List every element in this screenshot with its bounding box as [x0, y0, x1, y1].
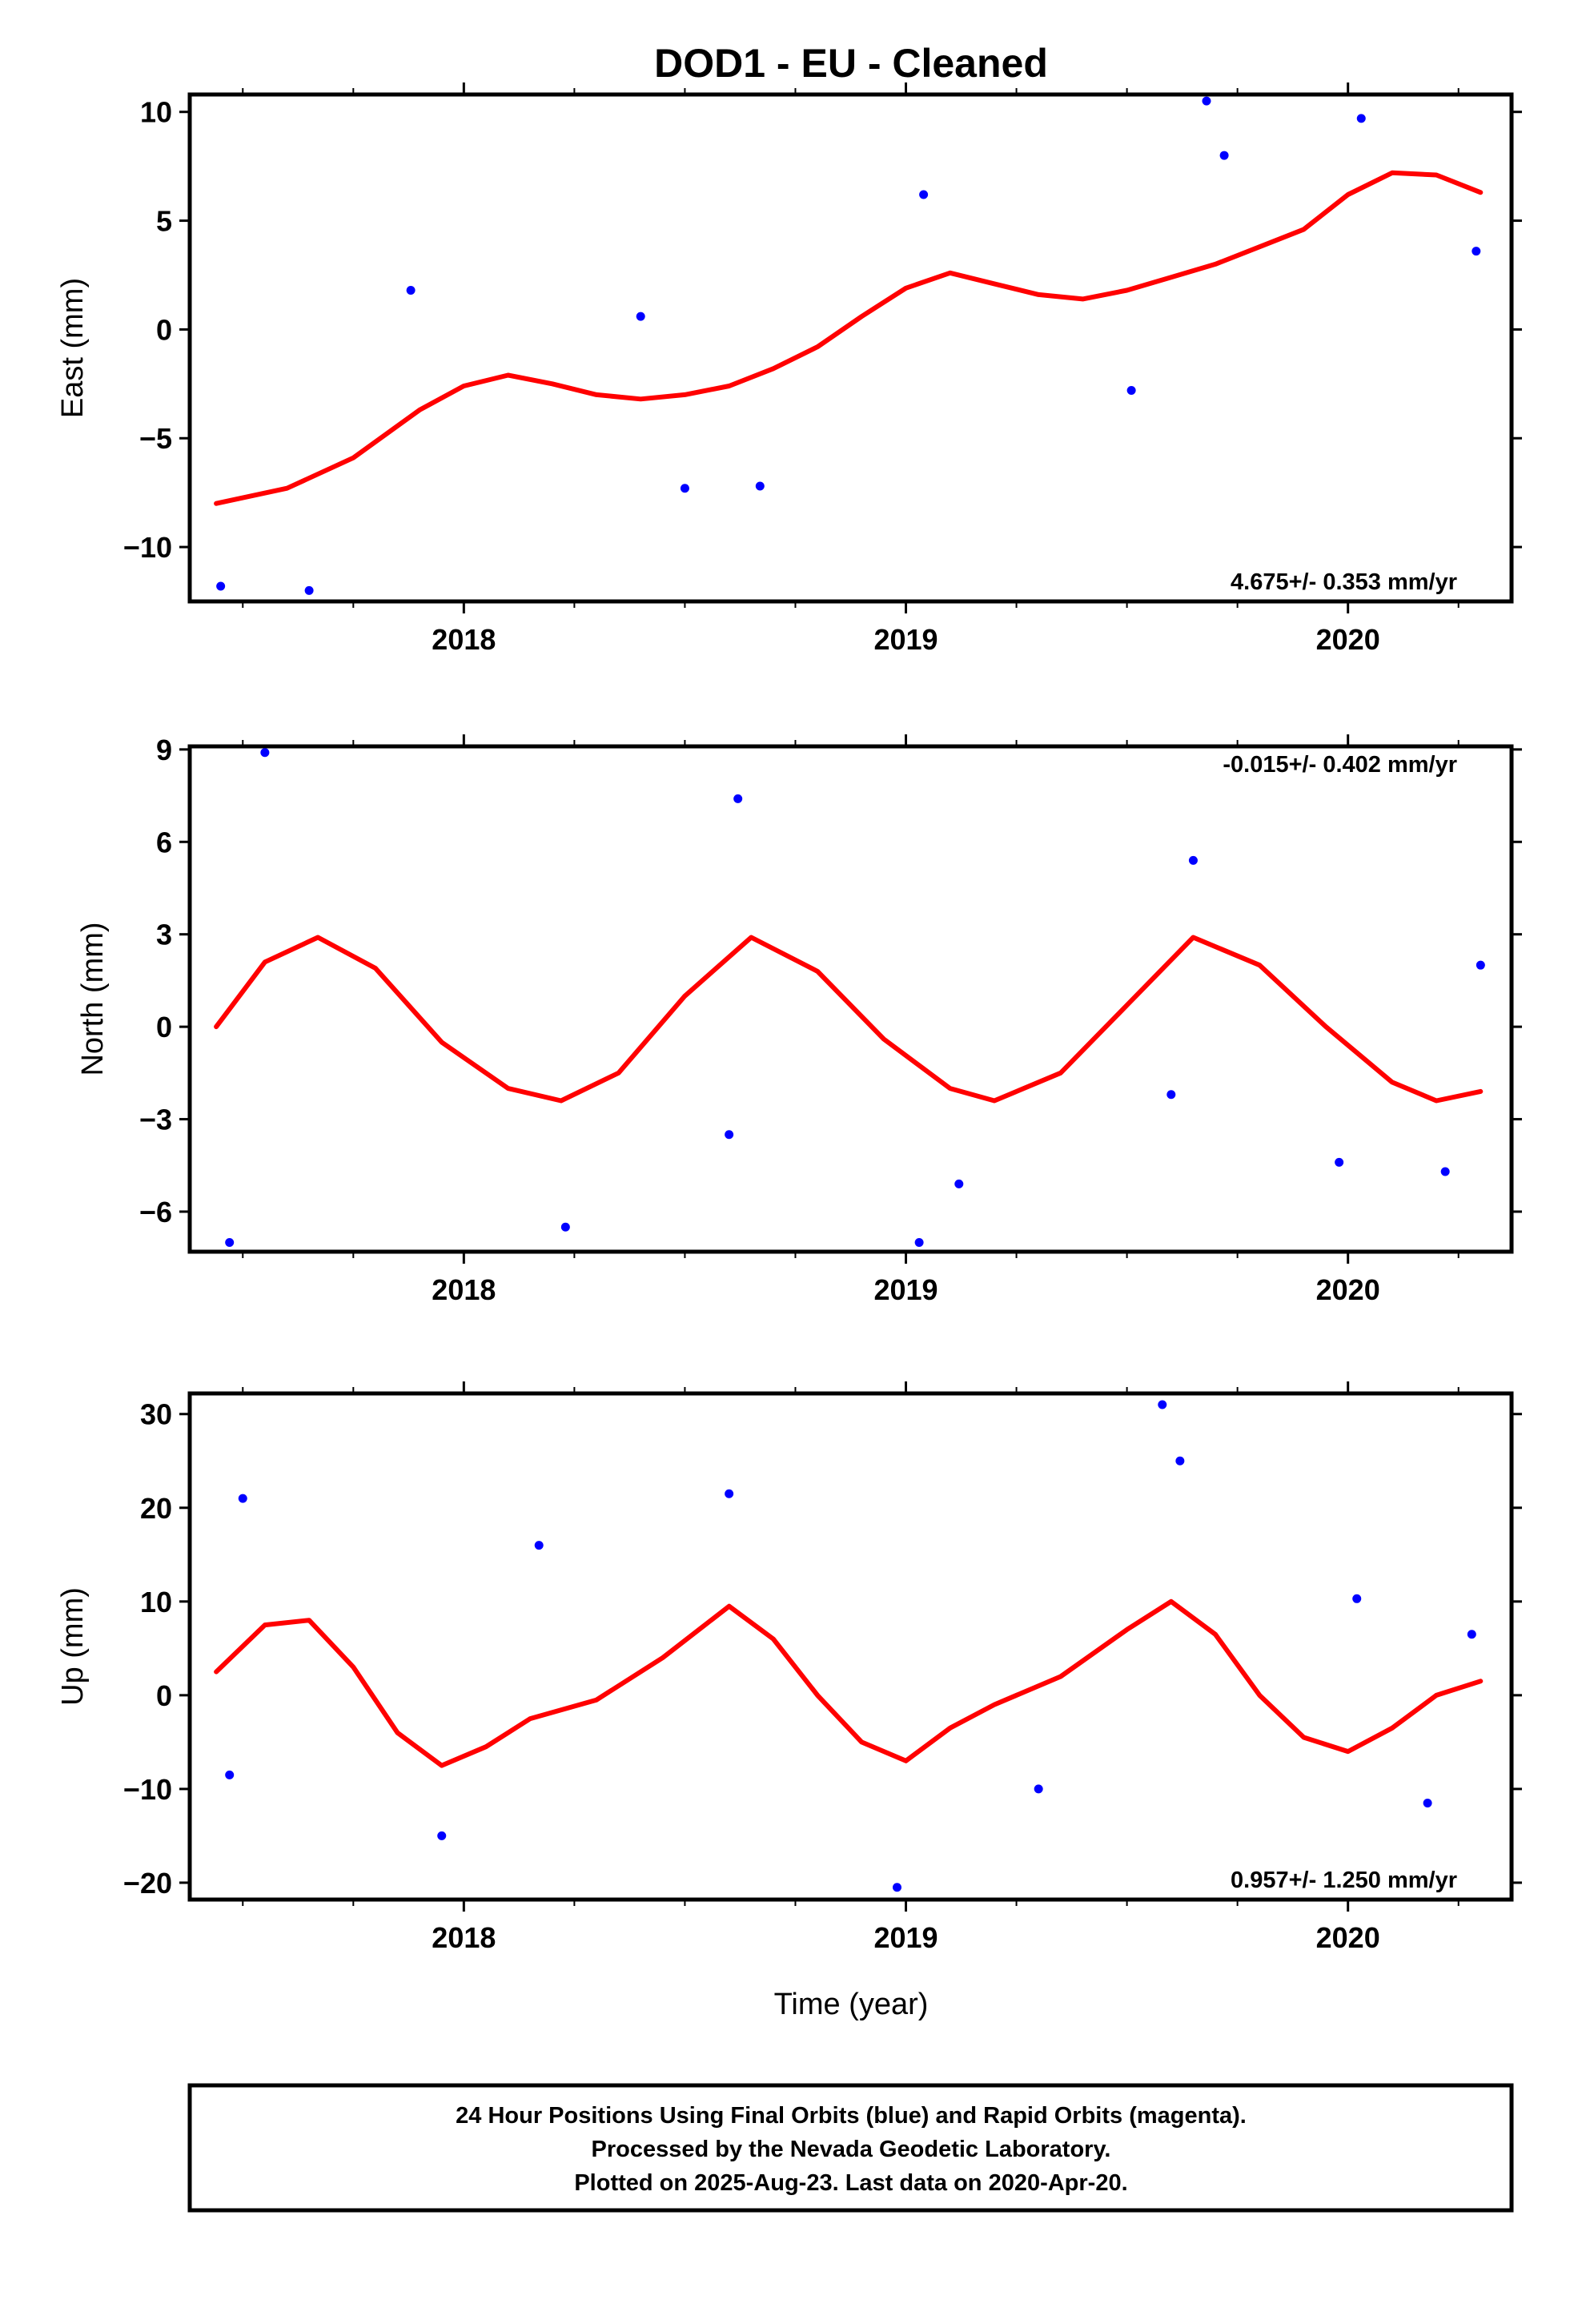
- data-point: [680, 484, 689, 493]
- x-tick-label: 2019: [873, 1921, 938, 1954]
- data-point: [1166, 1090, 1176, 1100]
- y-tick-label: 5: [156, 205, 172, 238]
- data-point: [636, 312, 645, 321]
- y-tick-label: 10: [140, 1586, 172, 1618]
- data-point: [914, 1237, 924, 1247]
- footer-frame: [187, 2083, 1514, 2213]
- data-point: [1467, 1630, 1476, 1639]
- data-point: [560, 1222, 570, 1232]
- y-tick-label: 3: [156, 919, 172, 951]
- data-point: [954, 1179, 964, 1188]
- plot-area: [214, 1400, 1484, 1892]
- plot-frame: [187, 744, 1514, 1254]
- data-point: [725, 1489, 734, 1498]
- y-tick-label: 30: [140, 1398, 172, 1431]
- data-point: [1175, 1456, 1185, 1466]
- x-tick-label: 2020: [1316, 1273, 1380, 1306]
- data-point: [406, 286, 416, 296]
- x-tick-label: 2020: [1316, 623, 1380, 656]
- x-tick-label: 2018: [432, 1273, 496, 1306]
- footer-box: 24 Hour Positions Using Final Orbits (bl…: [187, 2083, 1514, 2213]
- y-axis-label: North (mm): [76, 922, 110, 1076]
- data-point: [437, 1831, 447, 1840]
- data-point: [1034, 1784, 1043, 1794]
- fit-line: [214, 1598, 1484, 1768]
- footer-line-1: 24 Hour Positions Using Final Orbits (bl…: [456, 2103, 1247, 2129]
- data-point: [755, 481, 765, 491]
- north-panel: 9 6 3 0 −3 −6 2018 2019 2020 North (mm) -0.015+/- …: [76, 734, 1522, 1306]
- data-point: [1202, 96, 1211, 106]
- data-point: [1476, 960, 1485, 970]
- up-panel: 30 20 10 0 −10 −20 2018 2019 2020 Up (mm) 0.957+/-…: [56, 1381, 1522, 1954]
- footer-line-2: Processed by the Nevada Geodetic Laborat…: [592, 2137, 1111, 2162]
- chart-title: DOD1 - EU - Cleaned: [654, 41, 1048, 86]
- data-point: [919, 190, 929, 199]
- y-tick-label: −6: [139, 1196, 172, 1228]
- data-point: [1188, 855, 1198, 865]
- fit-line: [214, 935, 1484, 1104]
- y-tick-label: −20: [123, 1867, 172, 1900]
- east-panel: 10 5 0 −5 −10 2018 2019 2020 East (mm) 4.675+/- 0…: [56, 82, 1522, 656]
- rate-label: 0.957+/- 1.250 mm/yr: [1231, 1868, 1457, 1893]
- y-axis-label: East (mm): [56, 278, 90, 418]
- data-point: [534, 1541, 544, 1550]
- data-point: [225, 1237, 235, 1247]
- data-point: [725, 1130, 734, 1140]
- rate-label: -0.015+/- 0.402 mm/yr: [1223, 752, 1457, 778]
- plot-frame: [187, 1391, 1514, 1902]
- rate-label: 4.675+/- 0.353 mm/yr: [1231, 569, 1457, 595]
- data-point: [216, 581, 226, 591]
- data-point: [1423, 1798, 1432, 1807]
- data-point: [238, 1494, 247, 1503]
- y-tick-label: 0: [156, 313, 172, 346]
- y-tick-label: −10: [123, 1773, 172, 1806]
- data-point: [733, 794, 743, 803]
- data-point: [892, 1883, 901, 1892]
- data-point: [1158, 1400, 1167, 1409]
- data-point: [1335, 1157, 1344, 1167]
- data-point: [1352, 1594, 1362, 1603]
- fit-line: [214, 170, 1484, 506]
- x-tick-label: 2020: [1316, 1921, 1380, 1954]
- data-point: [260, 748, 270, 758]
- y-tick-label: 10: [140, 96, 172, 129]
- y-tick-label: −5: [139, 422, 172, 455]
- data-point: [1219, 151, 1229, 160]
- x-tick-label: 2018: [432, 1921, 496, 1954]
- plot-frame: [187, 92, 1514, 604]
- footer-line-3: Plotted on 2025-Aug-23. Last data on 202…: [574, 2170, 1127, 2196]
- data-point: [1440, 1167, 1450, 1176]
- y-tick-label: 0: [156, 1011, 172, 1043]
- y-tick-label: 6: [156, 826, 172, 858]
- data-point: [1472, 247, 1481, 256]
- x-tick-label: 2019: [873, 1273, 938, 1306]
- y-tick-label: 20: [140, 1492, 172, 1525]
- x-tick-label: 2019: [873, 623, 938, 656]
- y-tick-label: −3: [139, 1104, 172, 1136]
- data-point: [304, 585, 314, 595]
- x-axis-label: Time (year): [774, 1988, 929, 2021]
- data-point: [225, 1770, 235, 1779]
- y-axis-label: Up (mm): [56, 1587, 90, 1706]
- y-tick-label: 0: [156, 1679, 172, 1712]
- plot-area: [214, 96, 1484, 595]
- plot-area: [214, 748, 1485, 1247]
- y-tick-label: 9: [156, 734, 172, 766]
- x-tick-label: 2018: [432, 623, 496, 656]
- data-point: [1356, 114, 1366, 123]
- data-point: [1126, 385, 1136, 395]
- y-tick-label: −10: [123, 531, 172, 564]
